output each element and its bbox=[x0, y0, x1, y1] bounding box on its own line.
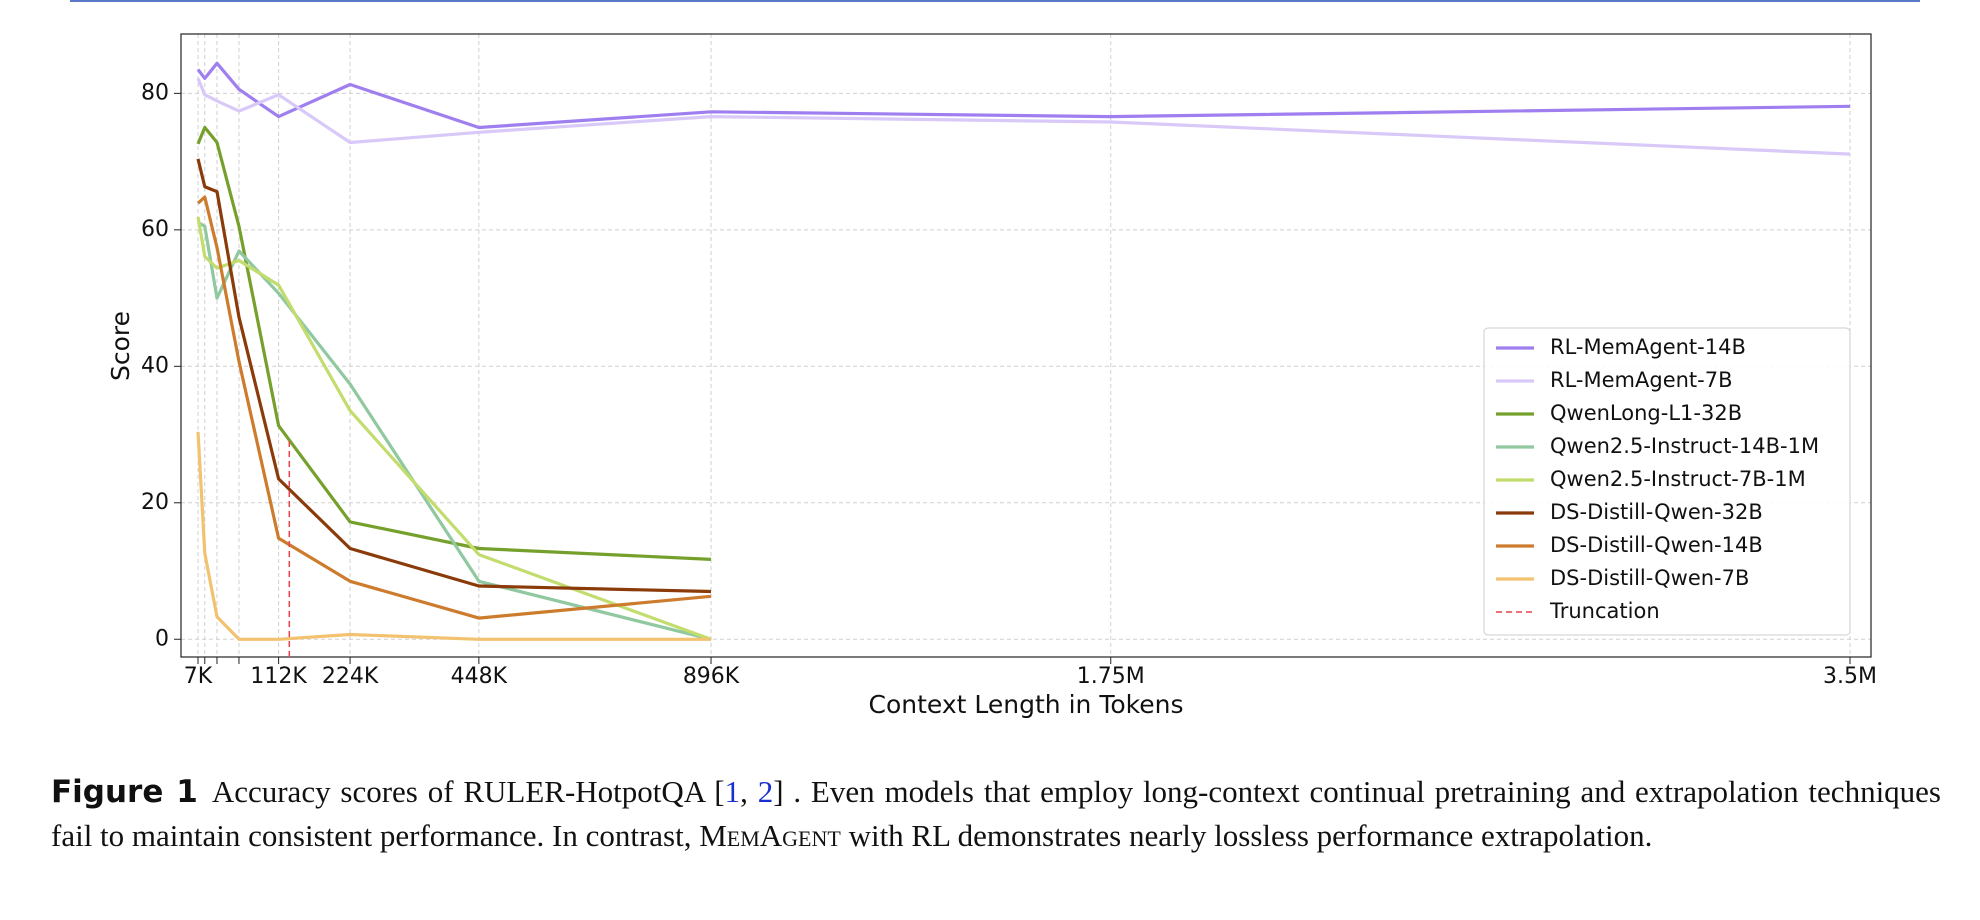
series-line bbox=[196, 216, 712, 641]
caption-text: , bbox=[740, 774, 758, 809]
x-tick-label: 224K bbox=[322, 664, 379, 689]
x-tick-label: 1.75M bbox=[1077, 664, 1145, 689]
series-line bbox=[196, 125, 712, 561]
series-line bbox=[196, 77, 1851, 156]
legend-label: Truncation bbox=[1549, 599, 1660, 623]
legend-label: RL-MemAgent-14B bbox=[1550, 335, 1746, 359]
legend-label: Qwen2.5-Instruct-14B-1M bbox=[1550, 434, 1819, 458]
y-tick-label: 0 bbox=[155, 626, 169, 651]
series-line bbox=[196, 61, 1851, 130]
legend-label: RL-MemAgent-7B bbox=[1550, 368, 1733, 392]
series-line bbox=[197, 220, 712, 641]
caption-name: MemAgent bbox=[699, 818, 841, 853]
legend-label: DS-Distill-Qwen-7B bbox=[1550, 566, 1749, 590]
series-line bbox=[196, 158, 712, 594]
series-line bbox=[196, 431, 711, 641]
caption-label: Figure 1 bbox=[51, 774, 198, 810]
y-axis-label: Score bbox=[106, 311, 135, 381]
legend-label: Qwen2.5-Instruct-7B-1M bbox=[1550, 467, 1806, 491]
y-tick-label: 20 bbox=[141, 490, 169, 515]
legend-box bbox=[1483, 327, 1851, 636]
caption-text: with RL demonstrates nearly lossless per… bbox=[840, 818, 1653, 853]
plot-frame bbox=[180, 33, 1872, 658]
x-tick-label: 7K bbox=[184, 664, 213, 689]
chart: Context Length in Tokens Score 0 20 40 60 80… bbox=[70, 0, 1920, 719]
x-tick-label: 896K bbox=[683, 664, 740, 689]
y-tick-label: 80 bbox=[141, 80, 169, 105]
legend-label: QwenLong-L1-32B bbox=[1550, 401, 1742, 425]
y-tick-label: 40 bbox=[141, 353, 169, 378]
caption: Figure 1 Accuracy scores of RULER-HotpotQ… bbox=[51, 770, 1941, 858]
legend-label: DS-Distill-Qwen-32B bbox=[1550, 500, 1763, 524]
x-tick-label: 448K bbox=[451, 664, 508, 689]
x-axis-label: Context Length in Tokens bbox=[869, 690, 1184, 719]
x-tick-label: 3.5M bbox=[1823, 664, 1877, 689]
caption-text: ] . Even models that employ long-context… bbox=[51, 774, 1941, 853]
series-line bbox=[196, 195, 712, 620]
citation[interactable]: 2 bbox=[757, 774, 774, 809]
y-tick-label: 60 bbox=[141, 217, 169, 242]
legend-label: DS-Distill-Qwen-14B bbox=[1550, 533, 1763, 557]
x-tick-label: 112K bbox=[250, 664, 307, 689]
citation[interactable]: 1 bbox=[724, 774, 741, 809]
caption-text: Accuracy scores of RULER-HotpotQA [ bbox=[211, 774, 725, 809]
